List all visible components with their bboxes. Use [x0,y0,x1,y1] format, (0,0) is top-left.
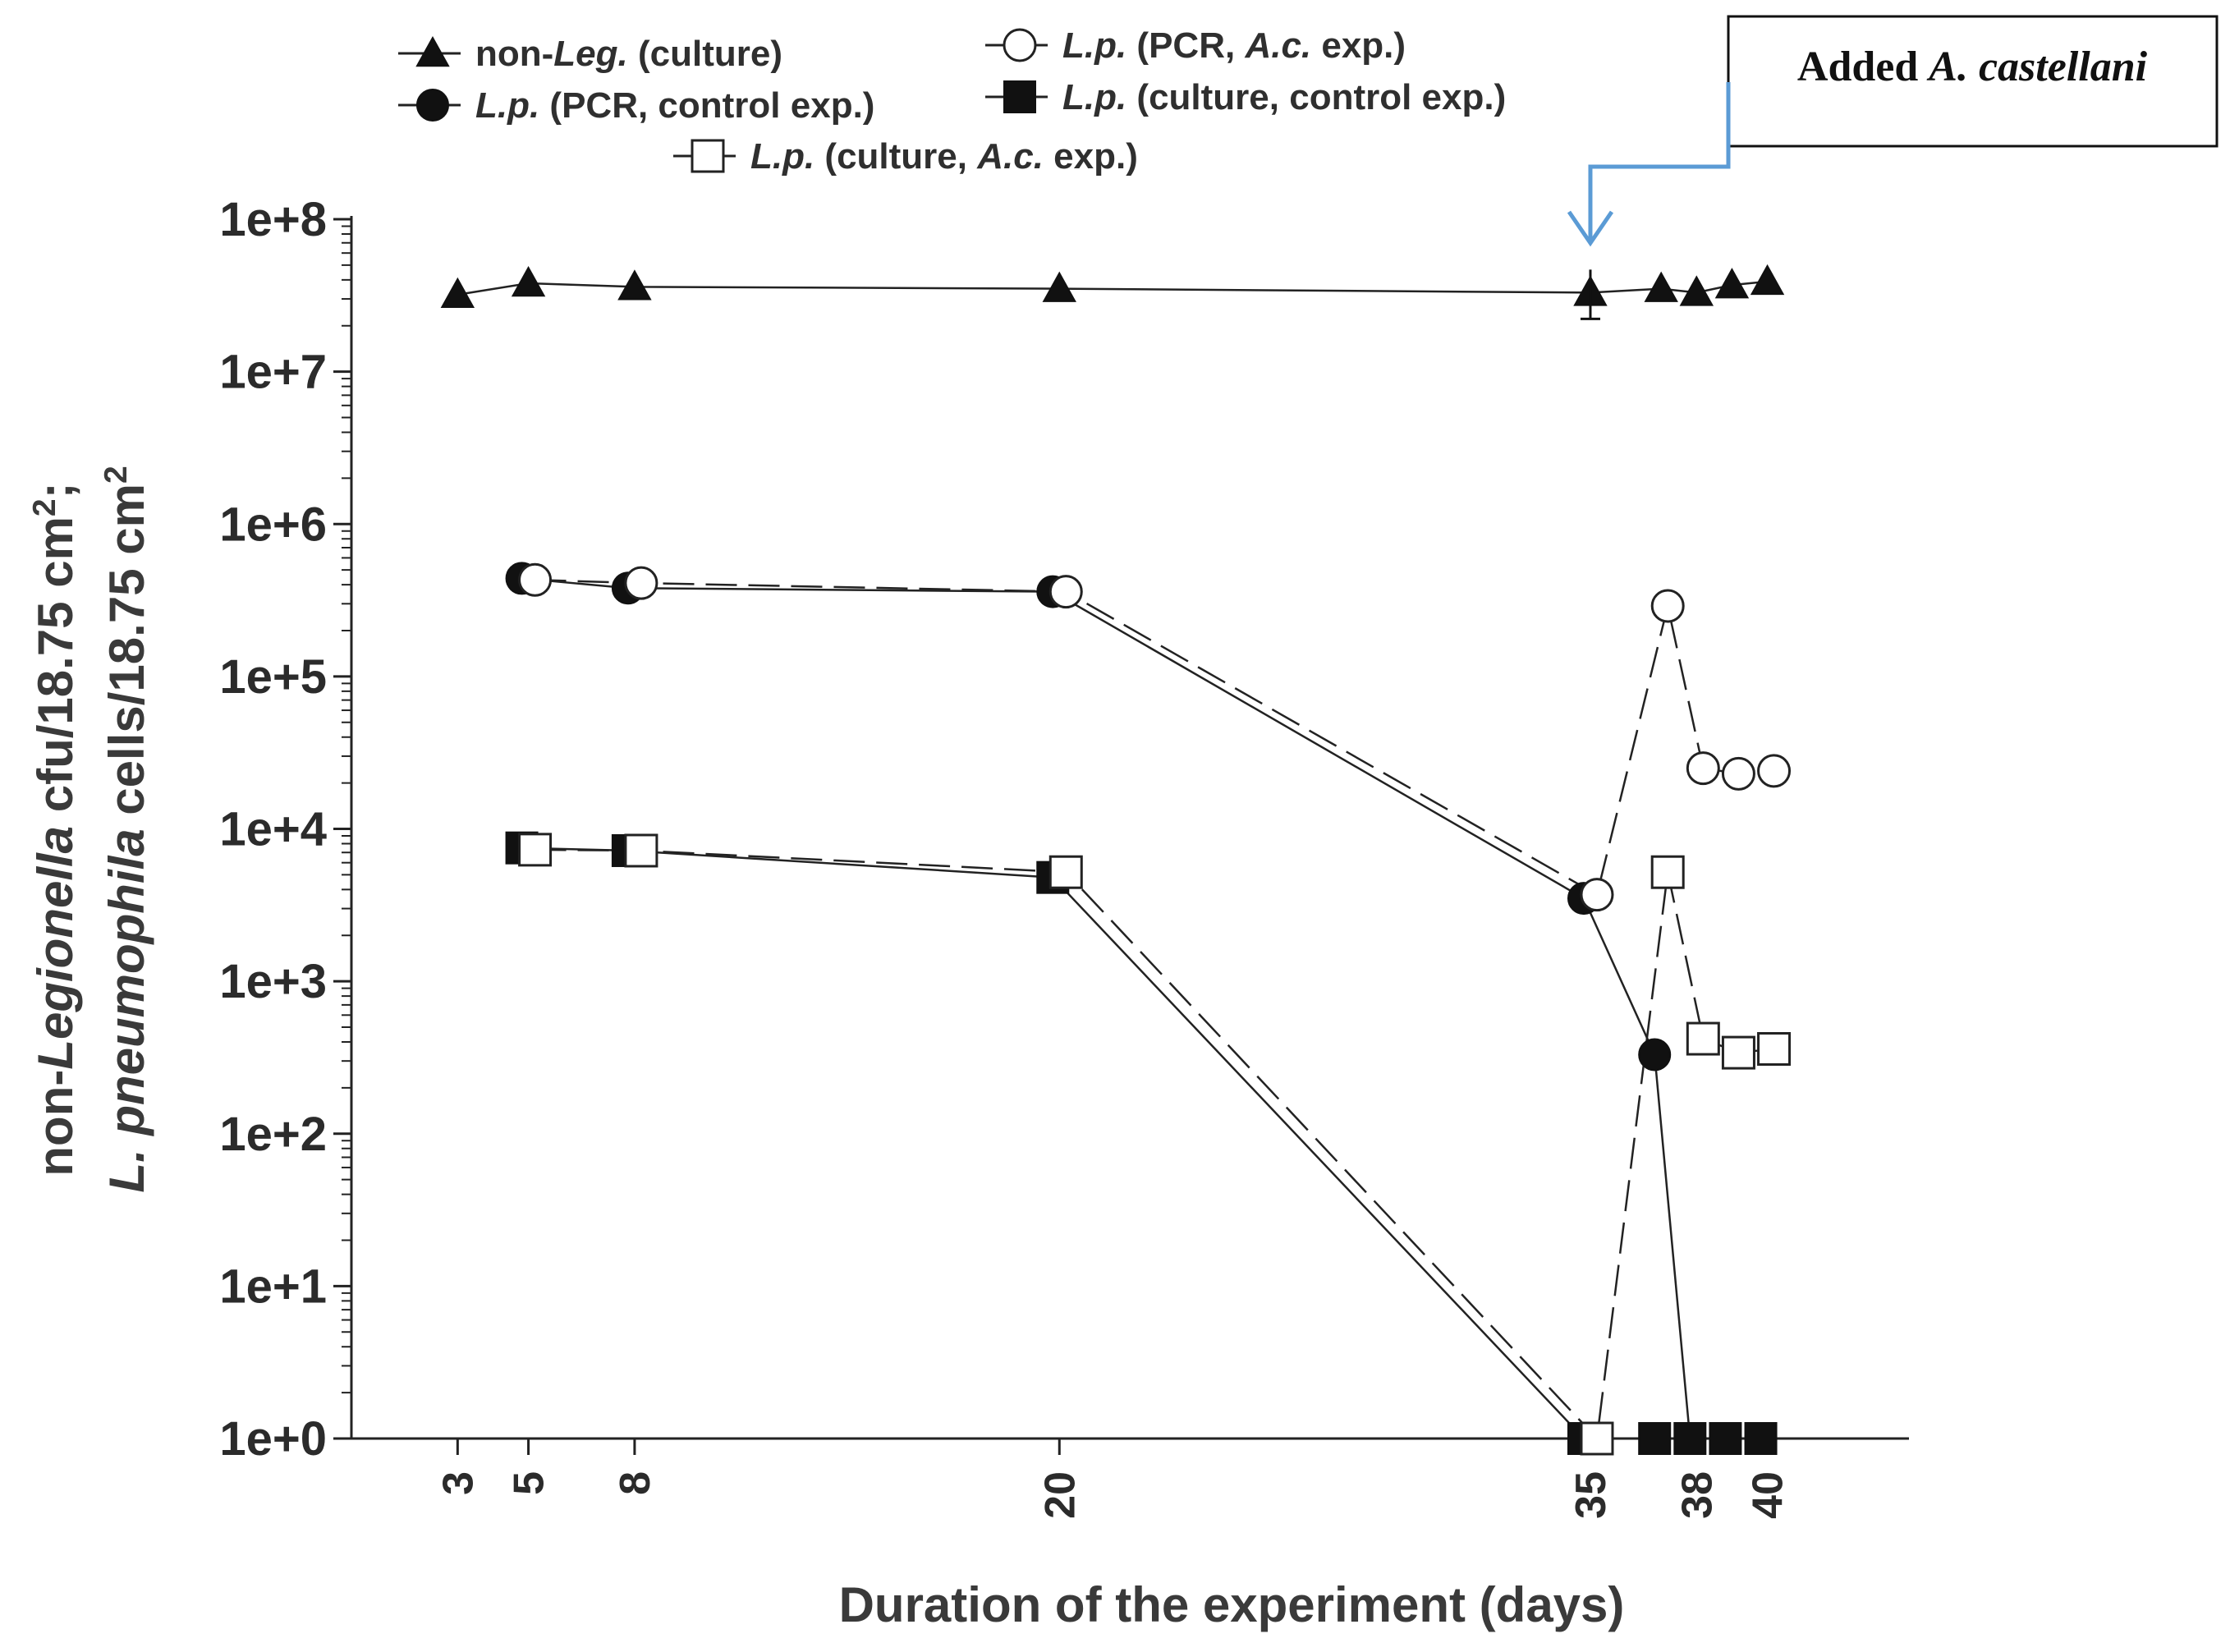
series-markers-4 [505,831,1778,1455]
triangle-marker [1714,268,1750,299]
open-square-marker [1757,1031,1792,1066]
legend-item-4: L.p. (culture, control exp.) [985,77,1506,117]
legend-label: L.p. (PCR, control exp.) [475,85,874,126]
triangle-marker [617,269,652,301]
annotation-box [1727,15,2219,148]
open-square-marker [1686,1021,1720,1056]
y-axis-title-line2: L. pneumophila cells/18.75 cm2 [99,466,155,1192]
triangle-marker [440,277,475,309]
series-markers-2 [505,562,1778,1455]
x-tick-label: 8 [612,1471,659,1495]
y-tick-label: 1e+5 [219,650,327,704]
filled-square-marker [1673,1422,1707,1455]
series-line-3 [535,579,1774,897]
x-tick-label: 38 [1673,1471,1721,1519]
open-circle-marker [1003,28,1037,62]
series-line-2 [521,577,1761,1440]
open-square-marker [624,833,658,868]
triangle-marker [1644,271,1678,302]
x-tick-label: 35 [1567,1471,1615,1519]
legend-label: L.p. (PCR, A.c. exp.) [1062,25,1406,66]
triangle-marker [1042,271,1076,302]
filled-square-marker [1744,1422,1778,1455]
y-tick-label: 1e+0 [219,1412,327,1466]
x-tick-label: 5 [506,1471,553,1495]
triangle-marker [415,35,450,67]
series-markers-1 [440,264,1785,309]
y-tick-label: 1e+6 [219,498,327,551]
open-circle-marker [1048,575,1083,609]
open-square-marker [691,139,725,173]
legend-item-1: non-Leg. (culture) [398,34,782,74]
open-circle-marker [518,562,553,597]
x-tick-label: 3 [434,1471,482,1495]
open-circle-marker [1757,754,1792,788]
filled-square-marker [1003,80,1036,113]
legend-label: L.p. (culture, A.c. exp.) [750,136,1138,177]
legend-item-2: L.p. (PCR, control exp.) [398,85,874,126]
legend-item-5: L.p. (culture, A.c. exp.) [673,136,1138,177]
legend-item-3: L.p. (PCR, A.c. exp.) [985,25,1406,66]
triangle-marker [511,265,546,297]
x-axis-title: Duration of the experiment (days) [839,1577,1625,1632]
filled-square-marker [1638,1422,1672,1455]
series-markers-3 [518,562,1792,912]
open-circle-marker [1650,589,1685,623]
open-square-marker [1048,855,1083,889]
annotation-arrow-line [1588,82,1731,240]
series-line-4 [521,847,1761,1440]
open-square-marker [518,833,553,867]
series-line-5 [535,848,1774,1441]
triangle-marker [1679,275,1714,306]
x-tick-label: 20 [1036,1471,1084,1519]
y-tick-label: 1e+8 [219,193,327,246]
filled-circle-marker [416,89,449,122]
legend-label: non-Leg. (culture) [475,34,782,74]
filled-square-marker [1709,1422,1742,1455]
triangle-marker [1750,264,1785,296]
open-circle-marker [624,566,658,600]
series-markers-5 [518,833,1792,1456]
series-line-1 [457,280,1768,296]
open-square-marker [1580,1421,1614,1456]
open-square-marker [1650,855,1685,889]
y-tick-label: 1e+7 [219,346,327,399]
y-axis-title-line1: non-Legionella cfu/18.75 cm2; [27,482,84,1176]
open-square-marker [1721,1035,1755,1070]
open-circle-marker [1686,751,1720,786]
x-tick-label: 40 [1745,1471,1792,1519]
annotation-label: Added A. castellani [1797,44,2148,90]
filled-circle-marker [1638,1038,1672,1072]
y-tick-label: 1e+4 [219,803,327,856]
annotation-arrow-head [1567,210,1614,247]
y-tick-label: 1e+1 [219,1260,327,1313]
y-tick-label: 1e+3 [219,955,327,1008]
open-circle-marker [1721,756,1755,791]
legend-label: L.p. (culture, control exp.) [1062,77,1506,117]
open-circle-marker [1580,878,1614,912]
annotation: Added A. castellani [1567,15,2219,247]
y-tick-label: 1e+2 [219,1108,327,1161]
